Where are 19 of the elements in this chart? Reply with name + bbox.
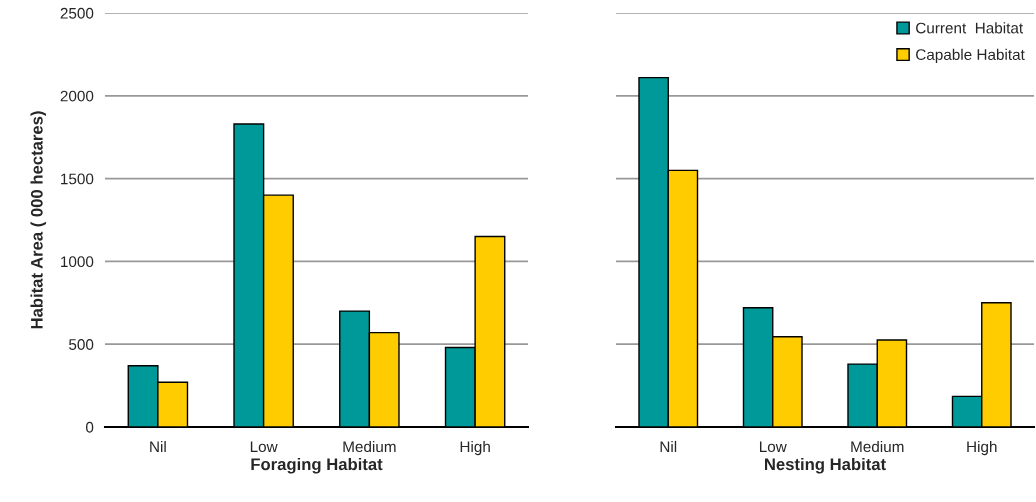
x-tick-label: Medium	[343, 440, 396, 453]
x-tick-label: High	[460, 440, 490, 456]
x-tick-label: Nil	[150, 440, 166, 452]
y-tick-label: 1000	[61, 256, 94, 268]
legend-label: Capable Habitat	[916, 48, 1025, 64]
y-tick-label: 2000	[60, 90, 94, 102]
x-tick-label: Medium	[851, 440, 904, 453]
x-tick-label: High	[967, 440, 997, 456]
y-tick-label: 0	[85, 421, 94, 433]
y-tick-label: 2500	[60, 7, 94, 19]
x-tick-label: Nil	[660, 440, 677, 452]
y-axis-title: Habitat Area ( 000 hectares)	[30, 111, 47, 329]
legend-label: Current Habitat	[916, 22, 1023, 34]
y-tick-label: 1500	[61, 173, 94, 185]
x-axis-title: Foraging Habitat	[251, 457, 383, 474]
x-tick-label: Low	[250, 441, 278, 453]
x-axis-title: Nesting Habitat	[765, 457, 886, 474]
x-tick-label: Low	[759, 441, 787, 453]
y-tick-label: 500	[69, 339, 94, 350]
